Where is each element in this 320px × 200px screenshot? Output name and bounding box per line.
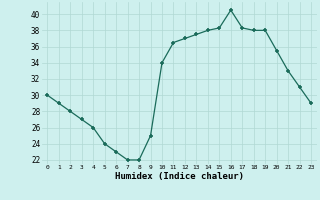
- X-axis label: Humidex (Indice chaleur): Humidex (Indice chaleur): [115, 172, 244, 181]
